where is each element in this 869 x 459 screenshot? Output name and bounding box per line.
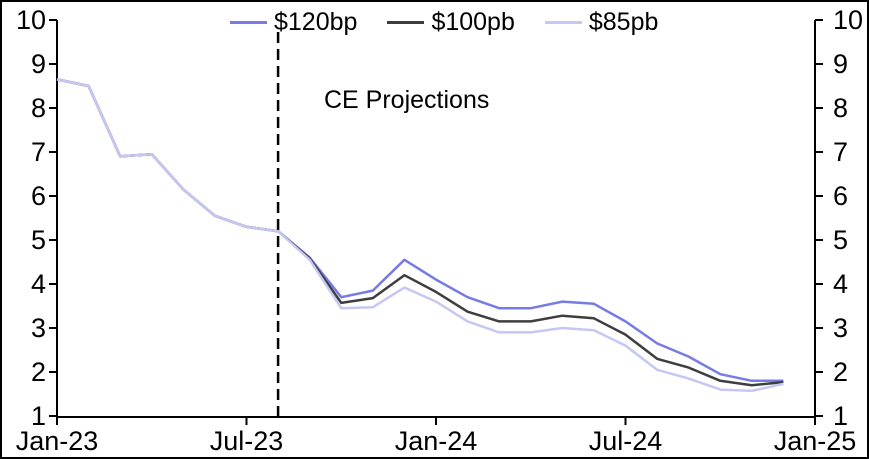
y-axis-label-right: 6 bbox=[833, 181, 849, 211]
y-axis-label-right: 3 bbox=[833, 313, 849, 343]
legend: $120bp $100pb $85pb bbox=[230, 6, 658, 38]
y-axis-label-left: 3 bbox=[30, 313, 46, 343]
y-axis-label-left: 10 bbox=[15, 5, 46, 35]
legend-item-85pb: $85pb bbox=[544, 7, 659, 37]
y-axis-label-left: 6 bbox=[30, 181, 46, 211]
y-axis-label-left: 5 bbox=[30, 225, 46, 255]
y-axis-label-left: 7 bbox=[30, 137, 46, 167]
legend-line-swatch-100pb bbox=[387, 20, 425, 24]
y-axis-label-left: 2 bbox=[30, 357, 46, 387]
legend-line-swatch-85pb bbox=[544, 20, 582, 24]
y-axis-label-right: 2 bbox=[833, 357, 849, 387]
y-axis-label-left: 1 bbox=[30, 401, 46, 431]
legend-label: $85pb bbox=[588, 7, 659, 36]
x-axis-label: Jan-24 bbox=[394, 426, 478, 456]
series-line-100pb bbox=[56, 78, 784, 387]
series-line-85pb bbox=[56, 78, 784, 393]
y-axis-label-right: 7 bbox=[833, 137, 849, 167]
series-line-120bp bbox=[56, 78, 784, 383]
y-axis-label-right: 9 bbox=[833, 49, 849, 79]
legend-item-120bp: $120bp bbox=[230, 8, 357, 37]
y-axis-label-right: 8 bbox=[833, 93, 849, 123]
legend-label: $100pb bbox=[431, 7, 515, 36]
x-axis-label: Jul-24 bbox=[588, 426, 663, 456]
y-axis-label-right: 10 bbox=[833, 5, 864, 35]
y-axis-label-left: 8 bbox=[30, 93, 46, 123]
legend-item-100pb: $100pb bbox=[387, 7, 515, 37]
y-axis-label-left: 9 bbox=[30, 49, 46, 79]
x-axis-label: Jul-23 bbox=[209, 426, 284, 456]
legend-line-swatch-120bp bbox=[230, 20, 267, 24]
y-axis-label-right: 5 bbox=[833, 225, 849, 255]
legend-label: $120bp bbox=[274, 7, 358, 36]
x-axis-label: Jan-25 bbox=[773, 426, 857, 456]
y-axis-label-right: 1 bbox=[833, 401, 849, 431]
annotation-ce-projections: CE Projections bbox=[324, 86, 490, 114]
y-axis-label-right: 4 bbox=[833, 269, 849, 299]
x-axis-label: Jan-23 bbox=[15, 426, 99, 456]
y-axis-label-left: 4 bbox=[30, 269, 46, 299]
